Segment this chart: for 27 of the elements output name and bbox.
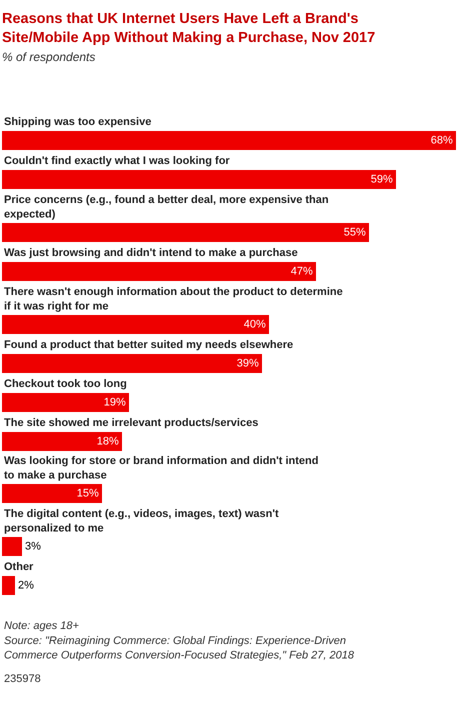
y-tick-label: The site showed me irrelevant products/services (4, 417, 258, 429)
y-tick-label: Checkout took too long (4, 378, 127, 390)
y-tick-label: Shipping was too expensive (4, 116, 152, 128)
y-tick-label: Was looking for store or brand information and didn't intend to make a purchase (4, 455, 318, 482)
y-tick-label: Price concerns (e.g., found a better deal, more expensive than expected) (4, 194, 329, 220)
y-tick-label: Was just browsing and didn't intend to make a purchase (4, 247, 298, 259)
y-tick-label: There wasn't enough information about the product to determine if it was right for me (4, 286, 343, 312)
y-tick-label: Couldn't find exactly what I was looking for (4, 155, 230, 167)
source-note: Source: "Reimagining Commerce: Global Findings: Experience-Driven Commerce Outperforms Conversion-Focused Strategies," Feb 27, 2018 (4, 635, 355, 662)
y-tick-label: Other (4, 561, 34, 573)
text: 235978 (4, 673, 41, 685)
data-label: 55% (344, 226, 366, 238)
data-label: 3% (25, 540, 42, 552)
data-label: 2% (18, 580, 34, 592)
y-tick-label: Found a product that better suited my needs elsewhere (4, 339, 294, 351)
data-label: 39% (236, 358, 259, 370)
data-label: 40% (244, 318, 266, 330)
chart-subtitle: % of respondents (2, 50, 96, 64)
data-label: 47% (290, 266, 313, 278)
data-label: 68% (430, 134, 453, 146)
y-tick-label: The digital content (e.g., videos, images, text) wasn't personalized to me (4, 508, 279, 534)
data-label: 18% (96, 436, 119, 448)
chart-title: Reasons that UK Internet Users Have Left a Brand's Site/Mobile App Without Making a Purchase, Nov 2017 (2, 11, 376, 46)
text: Note: ages 18+ (4, 620, 80, 632)
data-label: 59% (370, 174, 393, 186)
data-label: 15% (76, 488, 99, 500)
data-label: 19% (104, 396, 126, 408)
